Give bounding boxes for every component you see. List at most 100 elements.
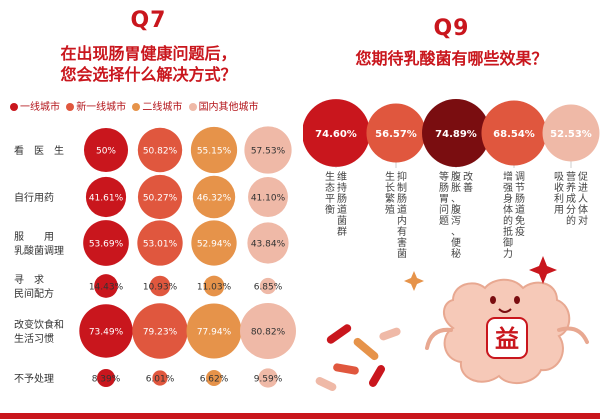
legend-label-tier2: 二线城市	[142, 102, 183, 113]
q9-caption-char: 御	[503, 236, 513, 249]
q7-bubble	[137, 174, 183, 220]
q9-caption-char: 身	[503, 192, 513, 205]
q7-bubble	[203, 275, 225, 297]
q9-caption-char: 进	[578, 182, 588, 194]
gut-mascot-left-eye	[490, 296, 496, 304]
q9-caption-char: 维	[337, 170, 347, 183]
q9-caption-char: 等	[439, 170, 449, 183]
q9-caption-char: 体	[503, 204, 513, 216]
q9-bubble	[542, 104, 600, 162]
q7-bubble	[137, 220, 183, 266]
gut-mascot-mouth	[498, 308, 512, 313]
q7-bubble	[259, 277, 277, 295]
q9-caption-char: 泻	[451, 214, 461, 227]
q9-caption-char: 菌	[397, 248, 407, 260]
gut-mascot-right-eye	[514, 296, 520, 304]
q7-bubble	[94, 274, 118, 298]
q7-number: Q7	[130, 8, 167, 33]
legend-item-tier1: 一线城市	[10, 98, 60, 113]
legend-dot-new-tier1	[66, 103, 75, 111]
q9-bubble-chart: 益 74.60%生态平衡维持肠道菌群56.57%生长繁殖抑制肠道内有害菌74.8…	[303, 99, 600, 391]
q9-bubble	[366, 103, 426, 163]
q9-caption-char: 制	[397, 181, 407, 194]
q9-caption-char: 有	[397, 225, 407, 238]
q9-bubble	[422, 99, 490, 167]
q9-caption-char: 抵	[503, 225, 513, 238]
q7-bubble-label: 79.23%	[143, 328, 178, 338]
q9-caption-char: 腹	[451, 170, 461, 183]
q7-bubble	[240, 303, 296, 359]
q7-bubble-label: 50%	[96, 147, 116, 157]
q9-caption-char: 、	[451, 227, 461, 238]
q7-bubble-label: 41.10%	[251, 194, 286, 204]
q9-caption-char: 害	[397, 236, 407, 249]
q9-caption-char: 内	[397, 214, 407, 227]
q7-title-line2: 您会选择什么解决方式？	[60, 65, 237, 84]
q7-bubble	[191, 220, 237, 266]
q9-caption-char: 收	[554, 181, 564, 194]
legend-dot-other	[188, 103, 197, 111]
legend-label-new-tier1: 新一线城市	[76, 102, 127, 113]
q7-row-label: 乳酸菌调理	[14, 244, 64, 257]
q7-bubble-label: 6.62%	[200, 375, 229, 385]
q9-caption-char: 分	[566, 204, 576, 216]
q9-caption-char: 营	[566, 170, 576, 183]
q7-bubble-label: 80.82%	[251, 328, 286, 338]
q9-caption-char: 肠	[439, 182, 449, 194]
q7-legend: 一线城市 新一线城市 二线城市 国内其他城市	[10, 98, 295, 113]
bacteria-icon	[369, 365, 385, 387]
q7-bubble-label: 50.27%	[143, 194, 178, 204]
q7-bubble-label: 53.01%	[143, 240, 178, 250]
q7-bubble	[85, 176, 127, 218]
q7-title-line1: 在出现肠胃健康问题后，	[60, 44, 237, 63]
q7-bubble	[186, 303, 242, 359]
q7-bubble	[205, 369, 223, 387]
q9-caption-char: 胃	[439, 193, 449, 205]
q9-caption-char: 道	[397, 203, 407, 216]
q7-bubble	[190, 126, 238, 174]
q9-caption-char: 长	[385, 182, 395, 194]
q7-bubble-label: 6.85%	[254, 283, 283, 293]
q9-caption-char: 吸	[554, 172, 564, 183]
legend-item-other: 国内其他城市	[188, 98, 259, 113]
q7-bubble-label: 53.69%	[89, 240, 124, 250]
sparkle-small-icon	[404, 271, 424, 291]
q9-caption-char: 成	[566, 193, 576, 205]
q9-caption-char: 题	[439, 215, 449, 227]
q7-bubble	[244, 126, 292, 174]
q9-caption-char: 用	[554, 205, 564, 216]
q9-caption-char: 平	[325, 194, 335, 205]
q7-bubble-label: 6.01%	[146, 375, 175, 385]
q9-caption-char: 胀	[451, 182, 461, 194]
q9-caption-char: 道	[337, 203, 347, 216]
q9-bubble-label: 56.57%	[375, 129, 417, 140]
q7-row-label: 民间配方	[14, 287, 54, 300]
q7-bubble	[132, 303, 188, 359]
q7-bubble	[258, 368, 278, 388]
gut-mascot-arms	[425, 326, 589, 350]
q7-bubble-label: 11.03%	[197, 283, 232, 293]
q9-title: 您期待乳酸菌有哪些效果？	[355, 49, 548, 68]
q7-bubble-label: 14.43%	[89, 283, 124, 293]
q9-caption-char: 力	[503, 247, 513, 260]
legend-label-tier1: 一线城市	[20, 102, 60, 113]
q9-caption-char: 强	[503, 182, 513, 194]
gut-mascot-badge-text: 益	[495, 325, 519, 353]
legend-item-new-tier1: 新一线城市	[66, 98, 126, 113]
q7-bubble-label: 57.53%	[251, 147, 286, 157]
q9-caption-char: 人	[578, 193, 588, 205]
bacteria-cluster-illustration	[315, 324, 401, 391]
q7-panel: Q7 在出现肠胃健康问题后， 您会选择什么解决方式？ 一线城市 新一线城市 二线…	[0, 0, 297, 419]
q9-caption-char: 便	[451, 236, 461, 249]
q7-bubble-label: 77.94%	[197, 328, 232, 338]
bacteria-icon	[315, 377, 337, 391]
q9-caption-char: 改	[463, 170, 473, 183]
q7-bubble	[137, 127, 183, 173]
q7-row-label: 不予处理	[14, 373, 54, 385]
q9-bubble-label: 68.54%	[493, 129, 535, 140]
q9-caption-char: 肠	[397, 193, 407, 205]
q7-row-label: 改变饮食和	[14, 318, 64, 331]
q7-bubble-label: 52.94%	[197, 240, 232, 250]
q9-caption-char: 殖	[385, 203, 395, 216]
legend-label-other: 国内其他城市	[198, 102, 259, 113]
